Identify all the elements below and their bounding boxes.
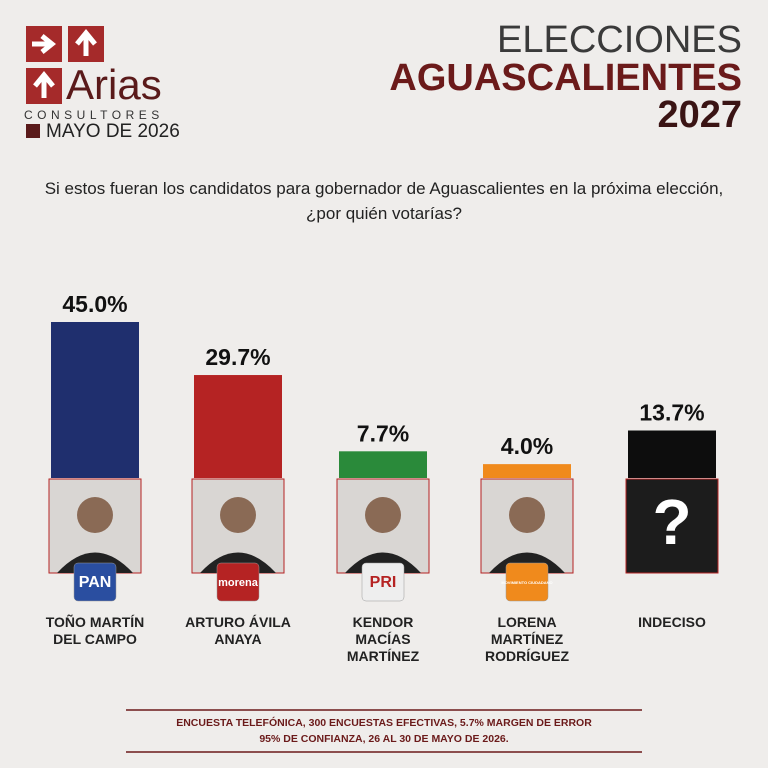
party-logo [216,562,260,602]
bar [194,375,282,478]
value-label: 13.7% [639,400,704,426]
title-line: AGUASCALIENTES [389,57,742,99]
party-logo [73,562,117,602]
title-line: 2027 [657,94,742,136]
undecided-symbol: ? [652,486,691,558]
party-logo-text: morena [218,577,259,589]
party-logo [505,562,549,602]
party-logo-text: MOVIMIENTO CIUDADANO [501,580,552,585]
bar [51,322,139,478]
party-logo-text: PAN [79,574,112,591]
title-line: ELECCIONES [497,19,742,61]
question: Si estos fueran los candidatos para gobe… [44,179,724,223]
value-label: 29.7% [205,344,270,370]
candidate-name: LORENA MARTÍNEZ RODRÍGUEZ [485,614,569,664]
party-logo [361,562,405,602]
value-label: 45.0% [62,291,127,317]
photo-head [77,497,113,533]
value-label: 4.0% [501,433,553,459]
footnote: ENCUESTA TELEFÓNICA, 300 ENCUESTAS EFECT… [176,716,592,729]
photo-head [365,497,401,533]
logo-subtitle: CONSULTORES [24,108,164,122]
bar [628,430,716,478]
logo-icons [26,26,104,138]
value-label: 7.7% [357,420,409,446]
survey-date: MAYO DE 2026 [46,121,180,142]
photo-head [509,497,545,533]
bar [339,451,427,478]
undecided-box [625,478,719,574]
party-logo-text: PRI [370,574,397,591]
candidate-name: ARTURO ÁVILA ANAYA [185,614,291,647]
candidate-name: TOÑO MARTÍN DEL CAMPO [45,614,145,647]
bar [483,464,571,478]
candidate-name: INDECISO [638,614,706,630]
footnote: 95% DE CONFIANZA, 26 AL 30 DE MAYO DE 20… [259,733,508,745]
photo-head [220,497,256,533]
candidate-name: KENDOR MACÍAS MARTÍNEZ [346,614,420,664]
logo-name: Arias [66,61,162,108]
